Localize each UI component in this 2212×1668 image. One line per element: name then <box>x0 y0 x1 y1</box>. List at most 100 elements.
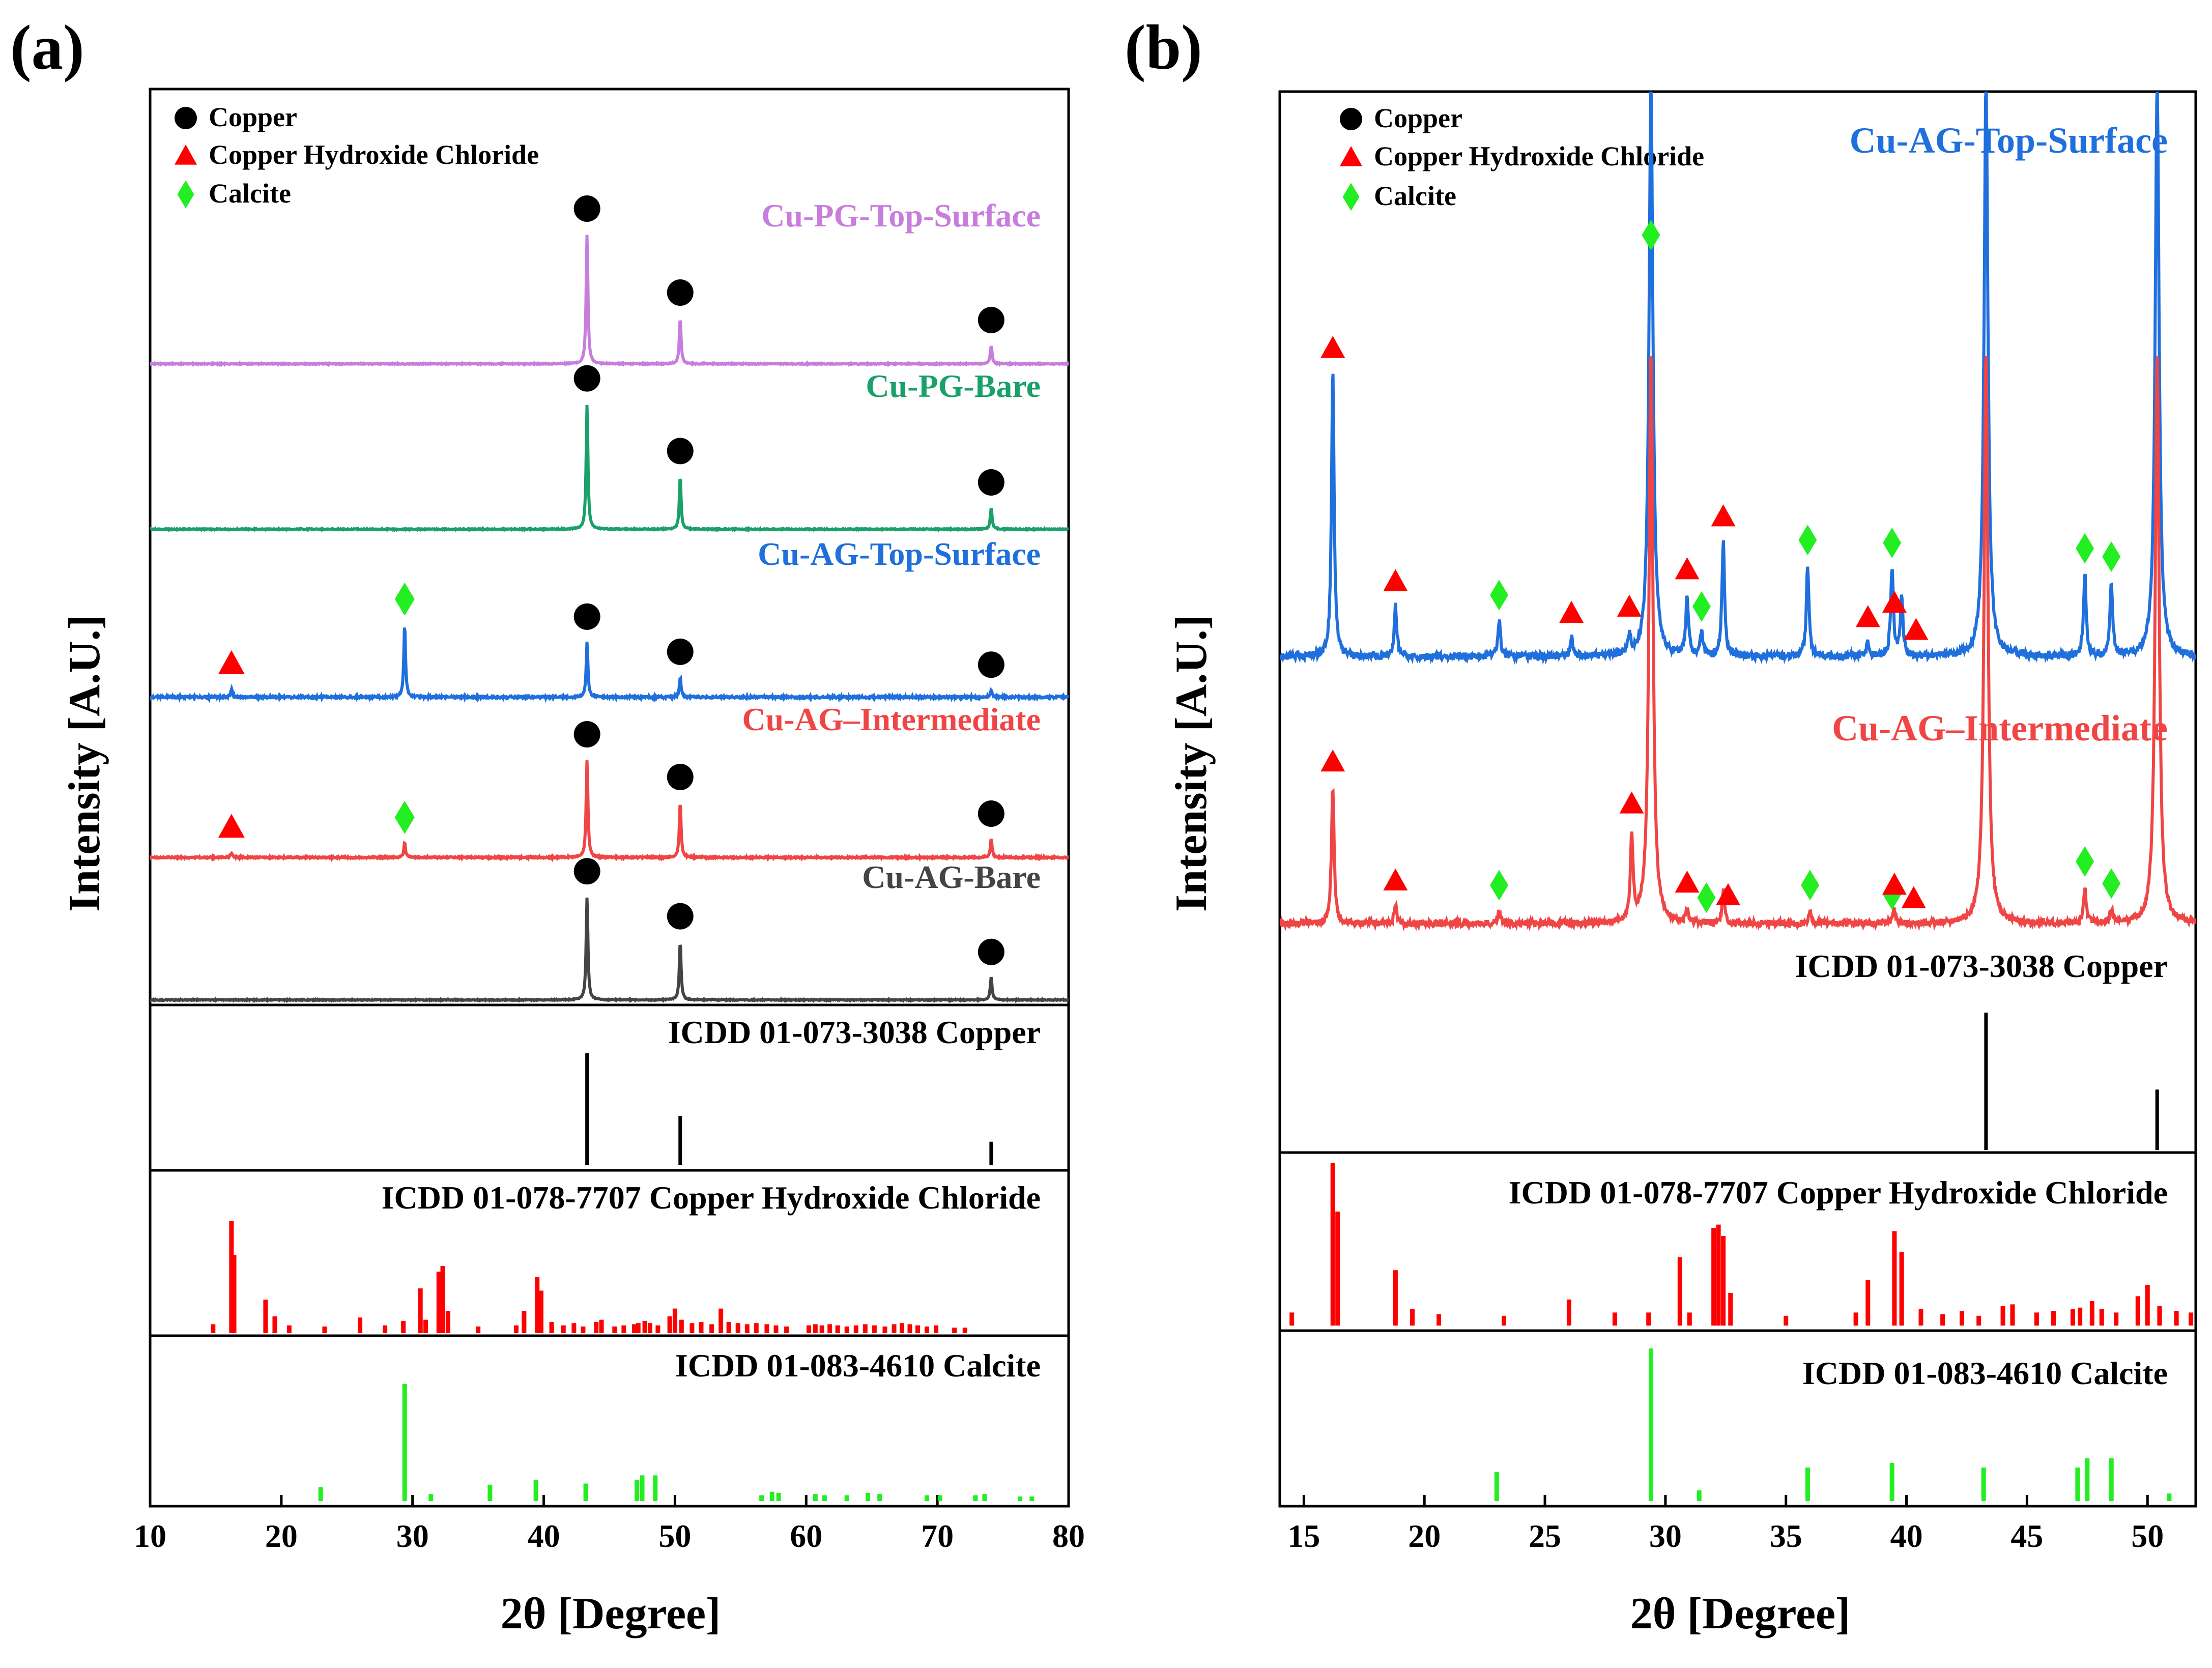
peak-marker-cu-ag-intermediate-triangle-18.8 <box>1383 868 1408 890</box>
series-label-cu-ag-bare: Cu-AG-Bare <box>862 859 1041 895</box>
peak-marker-cu-ag-top-surface-chc-16.2 <box>218 650 245 674</box>
peak-marker-cu-ag-top-surface-triangle-40.4 <box>1904 618 1929 640</box>
peak-marker-cu-ag-intermediate-diamond-47.4 <box>2076 846 2094 877</box>
legend-label-calcite: Calcite <box>209 178 291 209</box>
x-tick-label-30: 30 <box>396 1518 429 1554</box>
trace-cu-ag-top-surface <box>150 627 1069 704</box>
peak-marker-cu-ag-top-surface-triangle-26.1 <box>1559 600 1584 623</box>
panel-b-ylabel: Intensity [A.U.] <box>1167 615 1216 912</box>
legend-marker-copper <box>1340 108 1362 130</box>
reference-icdd-01-083-4610-calcite <box>318 1384 1035 1501</box>
peak-marker-cu-pg-bare-copper-74.1 <box>978 469 1004 496</box>
reference-label-icdd-01-073-3038-copper: ICDD 01-073-3038 Copper <box>1795 948 2168 984</box>
x-tick-label-35: 35 <box>1770 1518 1802 1554</box>
series-label-cu-pg-top-surface: Cu-PG-Top-Surface <box>761 197 1041 234</box>
peak-marker-cu-ag-top-surface-diamond-31.5 <box>1692 591 1711 622</box>
peak-marker-cu-ag-intermediate-diamond-23.1 <box>1490 870 1509 901</box>
peak-marker-cu-ag-intermediate-copper-74.1 <box>978 800 1004 827</box>
peak-marker-cu-ag-top-surface-diamond-35.9 <box>1798 525 1817 556</box>
peak-marker-cu-pg-top-surface-copper-43.3 <box>573 195 600 222</box>
legend-label-copper-hydroxide-chloride: Copper Hydroxide Chloride <box>209 139 539 170</box>
peak-marker-cu-ag-top-surface-diamond-23.1 <box>1490 580 1509 611</box>
panel-a-label: (a) <box>10 13 84 83</box>
peak-marker-cu-ag-top-surface-copper-50.4 <box>667 638 694 665</box>
peak-marker-cu-ag-top-surface-copper-43.3 <box>573 603 600 630</box>
reference-icdd-01-073-3038-copper <box>1984 1013 2159 1150</box>
legend-label-copper: Copper <box>209 102 297 132</box>
peak-marker-cu-ag-intermediate-diamond-31.7 <box>1697 882 1716 913</box>
x-tick-label-40: 40 <box>528 1518 560 1554</box>
panel-b-label: (b) <box>1125 13 1202 83</box>
x-tick-label-50: 50 <box>2131 1518 2164 1554</box>
x-tick-label-10: 10 <box>134 1518 166 1554</box>
peak-marker-cu-ag-top-surface-triangle-38.4 <box>1855 605 1880 627</box>
peak-marker-cu-ag-bare-copper-50.4 <box>667 903 694 930</box>
x-tick-label-40: 40 <box>1890 1518 1923 1554</box>
x-tick-label-80: 80 <box>1052 1518 1085 1554</box>
peak-marker-cu-ag-intermediate-triangle-32.6 <box>1716 883 1741 905</box>
panel-a-xlabel: 2θ [Degree] <box>501 1589 721 1638</box>
peak-marker-cu-ag-top-surface-diamond-39.4 <box>1883 527 1902 558</box>
reference-icdd-01-073-3038-copper <box>585 1053 993 1165</box>
peak-marker-cu-pg-bare-copper-50.4 <box>667 438 694 465</box>
peak-marker-cu-ag-intermediate-calcite-29.4 <box>394 800 415 834</box>
trace-cu-ag-intermediate <box>1280 356 2196 932</box>
peak-marker-cu-ag-top-surface-diamond-47.4 <box>2076 533 2094 564</box>
plot-area <box>150 235 1069 1501</box>
series-label-cu-ag-intermediate: Cu-AG–Intermediate <box>742 701 1041 737</box>
reference-label-icdd-01-083-4610-calcite: ICDD 01-083-4610 Calcite <box>675 1347 1041 1384</box>
reference-label-icdd-01-078-7707-copper-hydroxide-chloride: ICDD 01-078-7707 Copper Hydroxide Chlori… <box>1509 1174 2168 1211</box>
plot-frame <box>1278 90 2197 1508</box>
panel-b-xlabel: 2θ [Degree] <box>1630 1589 1851 1638</box>
trace-cu-pg-bare <box>150 405 1069 533</box>
plot-frame <box>149 88 1070 1508</box>
reference-icdd-01-078-7707-copper-hydroxide-chloride <box>211 1221 967 1333</box>
peak-marker-cu-ag-intermediate-copper-50.4 <box>667 764 694 790</box>
peak-marker-cu-ag-bare-copper-43.3 <box>573 858 600 885</box>
peak-marker-cu-ag-top-surface-diamond-48.5 <box>2102 541 2121 572</box>
peak-marker-cu-ag-top-surface-triangle-32.4 <box>1711 504 1736 527</box>
x-tick-label-20: 20 <box>1408 1518 1441 1554</box>
trace-cu-ag-bare <box>150 897 1069 1003</box>
plot-area <box>1280 92 2196 1501</box>
panel-a: (a) 10 20 30 40 50 60 70 80 Copper Copper Hydroxi… <box>10 13 1085 1638</box>
legend-marker-calcite <box>1342 183 1360 211</box>
peak-marker-cu-ag-top-surface-triangle-16.2 <box>1320 336 1345 358</box>
reference-icdd-01-078-7707-copper-hydroxide-chloride <box>1289 1163 2194 1326</box>
peak-marker-cu-ag-intermediate-chc-16.2 <box>218 814 245 838</box>
peak-marker-cu-ag-top-surface-triangle-28.5 <box>1617 594 1642 617</box>
peak-marker-cu-ag-top-surface-calcite-29.4 <box>394 582 415 616</box>
x-tick-label-20: 20 <box>265 1518 298 1554</box>
reference-label-icdd-01-073-3038-copper: ICDD 01-073-3038 Copper <box>668 1014 1041 1050</box>
peak-marker-cu-ag-intermediate-diamond-36 <box>1801 870 1820 901</box>
x-tick-label-45: 45 <box>2010 1518 2043 1554</box>
trace-cu-ag-intermediate <box>150 760 1069 862</box>
x-tick-label-60: 60 <box>790 1518 822 1554</box>
panel-a-ylabel: Intensity [A.U.] <box>60 615 109 912</box>
legend-label-copper-hydroxide-chloride: Copper Hydroxide Chloride <box>1374 141 1704 171</box>
peak-marker-cu-ag-top-surface-copper-74.1 <box>978 651 1004 678</box>
panel-b: (b) 15 20 25 30 35 40 45 50 Copper Copper Hydroxi… <box>1125 13 2197 1638</box>
peak-marker-cu-ag-intermediate-triangle-28.6 <box>1619 791 1644 814</box>
series-label-cu-ag-intermediate: Cu-AG–Intermediate <box>1832 708 2168 749</box>
legend-marker-calcite <box>177 180 194 209</box>
panel-a-plot: 10 20 30 40 50 60 70 80 Copper Copper Hydroxide C… <box>134 88 1085 1554</box>
peak-marker-cu-pg-top-surface-copper-74.1 <box>978 307 1004 333</box>
peak-marker-cu-ag-top-surface-diamond-29.4 <box>1642 220 1660 250</box>
peak-marker-cu-ag-top-surface-triangle-39.5 <box>1882 590 1907 613</box>
series-label-cu-ag-top-surface: Cu-AG-Top-Surface <box>1850 120 2168 161</box>
trace-cu-ag-top-surface <box>1280 92 2196 665</box>
panel-b-plot: 15 20 25 30 35 40 45 50 Copper Copper Hydroxide C… <box>1278 90 2197 1554</box>
legend-label-calcite: Calcite <box>1374 181 1456 211</box>
legend-marker-copper-hydroxide-chloride <box>1340 146 1362 166</box>
reference-label-icdd-01-083-4610-calcite: ICDD 01-083-4610 Calcite <box>1802 1355 2168 1391</box>
peak-marker-cu-ag-intermediate-triangle-39.5 <box>1882 873 1907 895</box>
x-tick-label-50: 50 <box>658 1518 691 1554</box>
x-tick-label-30: 30 <box>1649 1518 1682 1554</box>
peak-marker-cu-pg-top-surface-copper-50.4 <box>667 279 694 306</box>
peak-marker-cu-ag-intermediate-triangle-30.9 <box>1675 870 1700 893</box>
legend-marker-copper <box>175 107 197 129</box>
series-label-cu-ag-top-surface: Cu-AG-Top-Surface <box>758 536 1041 572</box>
peak-marker-cu-ag-top-surface-triangle-30.9 <box>1675 557 1700 580</box>
